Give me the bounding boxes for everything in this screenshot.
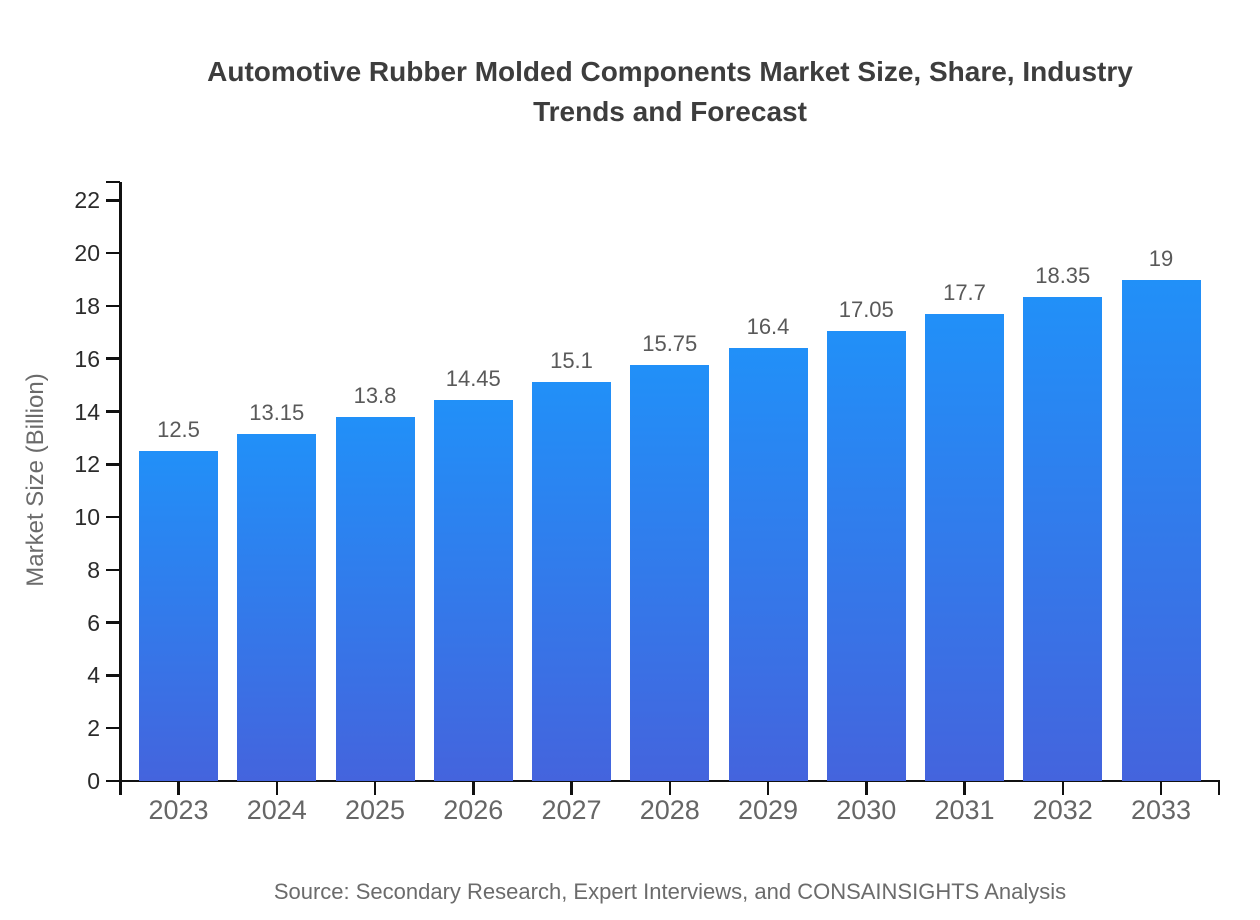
x-category-label: 2024 xyxy=(246,795,307,825)
bar xyxy=(826,331,906,781)
source-note: Source: Secondary Research, Expert Inter… xyxy=(273,879,1067,904)
x-category-label: 2033 xyxy=(1130,795,1192,825)
bar xyxy=(139,451,218,781)
y-tick-label: 20 xyxy=(74,240,100,267)
x-axis-tick xyxy=(668,781,671,795)
x-axis-tick xyxy=(865,781,868,795)
y-axis-end-cap xyxy=(106,180,120,184)
bar-value-label: 17.7 xyxy=(943,279,986,305)
y-axis-tick xyxy=(106,726,120,730)
bar-value-label: 17.05 xyxy=(838,297,894,323)
y-tick-label: 16 xyxy=(74,345,100,372)
x-category-label: 2030 xyxy=(836,795,897,825)
bar-value-label: 13.15 xyxy=(249,399,305,425)
y-tick-label: 14 xyxy=(74,398,100,425)
y-axis-tick xyxy=(106,621,120,624)
bar xyxy=(728,348,808,781)
y-tick-label: 8 xyxy=(87,556,100,583)
x-axis-end-cap xyxy=(1217,781,1220,795)
chart-title-container: Automotive Rubber Molded Components Mark… xyxy=(120,52,1220,132)
bar xyxy=(1121,279,1201,781)
x-axis-line xyxy=(106,779,1220,783)
x-category-label: 2026 xyxy=(443,795,504,825)
bar xyxy=(532,382,611,781)
y-axis-tick xyxy=(106,304,120,308)
x-axis-tick xyxy=(1061,781,1064,795)
y-tick-label: 22 xyxy=(74,187,100,214)
y-tick-label: 2 xyxy=(87,715,100,742)
bar-value-label: 15.75 xyxy=(642,331,698,357)
bar xyxy=(1023,296,1103,781)
y-tick-label: 12 xyxy=(74,451,100,478)
x-category-label: 2031 xyxy=(934,795,995,825)
y-axis-tick xyxy=(106,515,120,519)
x-category-label: 2027 xyxy=(541,795,602,825)
y-axis-tick xyxy=(106,199,120,202)
bar xyxy=(925,313,1004,781)
y-axis-line xyxy=(119,182,122,795)
bar xyxy=(630,365,710,781)
y-axis-tick xyxy=(106,410,120,413)
bar-value-label: 13.8 xyxy=(353,382,397,408)
bar-value-label: 14.45 xyxy=(445,365,501,391)
y-axis-tick xyxy=(106,357,120,360)
bar xyxy=(433,399,513,781)
bar-value-label: 16.4 xyxy=(746,314,790,340)
x-axis-tick xyxy=(373,781,377,795)
y-tick-label: 4 xyxy=(87,662,100,689)
x-category-label: 2025 xyxy=(344,795,406,825)
bar-value-label: 12.5 xyxy=(157,417,200,443)
x-axis-tick xyxy=(963,781,966,795)
y-tick-label: 6 xyxy=(87,609,100,636)
x-category-label: 2023 xyxy=(148,795,209,825)
x-axis-tick xyxy=(275,781,278,795)
bar-value-label: 18.35 xyxy=(1035,262,1091,288)
x-category-label: 2032 xyxy=(1032,795,1093,825)
bar-value-label: 19 xyxy=(1148,245,1174,271)
x-axis-tick xyxy=(766,781,770,795)
x-axis-tick xyxy=(570,781,573,795)
y-tick-label: 0 xyxy=(87,768,100,794)
y-axis-tick xyxy=(106,251,120,255)
chart-title: Automotive Rubber Molded Components Mark… xyxy=(207,56,1133,127)
y-axis-tick xyxy=(106,568,120,572)
y-axis-tick xyxy=(106,463,120,466)
bar xyxy=(335,416,415,781)
x-category-label: 2029 xyxy=(737,795,799,825)
y-tick-label: 10 xyxy=(74,504,100,531)
x-axis-tick xyxy=(472,781,475,795)
bar xyxy=(237,433,317,781)
y-tick-label: 18 xyxy=(74,292,100,319)
y-axis-tick xyxy=(106,674,120,677)
bar-value-label: 15.1 xyxy=(550,348,593,374)
x-axis-tick xyxy=(1159,781,1163,795)
x-category-label: 2028 xyxy=(639,795,700,825)
x-axis-tick xyxy=(177,781,180,795)
